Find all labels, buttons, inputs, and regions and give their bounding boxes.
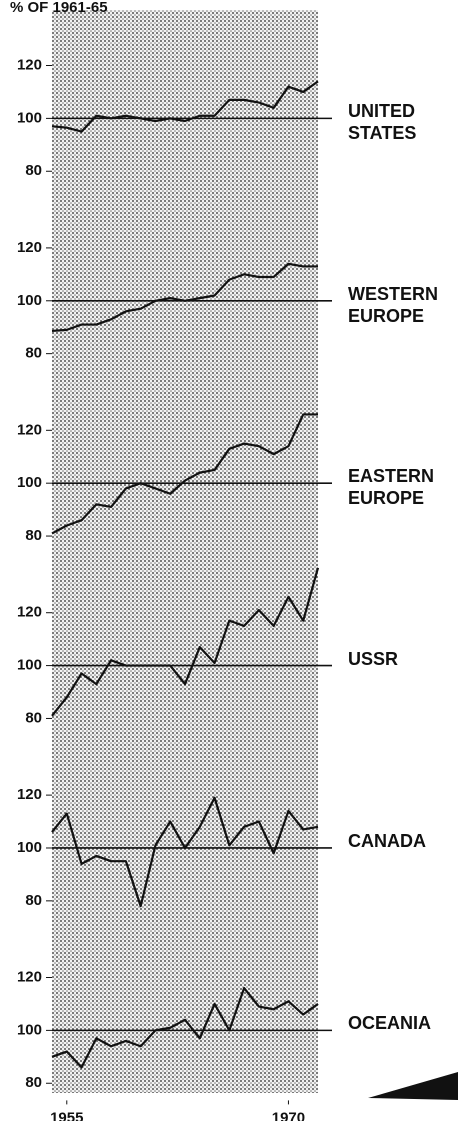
y-tick-label: 100 [17,839,42,856]
y-tick-label: 100 [17,109,42,126]
data-line [51,80,319,133]
y-tick-label: 80 [25,345,42,362]
y-tick-label: 120 [17,421,42,438]
decoration [368,1072,458,1100]
region-label: EASTERN EUROPE [348,466,435,509]
data-line [51,413,318,535]
y-tick-label: 120 [17,239,42,256]
x-tick-label: 1955 [50,1109,83,1121]
y-tick-label: 120 [17,786,42,803]
region-label: WESTERN EUROPE [348,283,438,326]
y-tick-label: 100 [17,657,42,674]
region-label: CANADA [348,830,426,851]
y-tick-label: 120 [17,604,42,621]
y-tick-label: 80 [25,1074,42,1091]
y-tick-label: 80 [25,527,42,544]
y-tick-label: 80 [25,709,42,726]
plot-background [52,10,318,1093]
y-tick-label: 100 [17,1021,42,1038]
data-line [51,262,318,333]
y-axis-label: % OF 1961-65 [10,0,108,16]
y-tick-label: 100 [17,292,42,309]
data-line [51,796,319,908]
y-tick-label: 120 [17,56,42,73]
x-tick-label: 1970 [272,1109,305,1121]
y-tick-label: 120 [17,968,42,985]
region-label: USSR [348,648,399,669]
region-label: OCEANIA [348,1013,432,1034]
y-tick-label: 80 [25,162,42,179]
data-line [51,567,320,717]
y-tick-label: 80 [25,892,42,909]
region-label: UNITED STATES [348,101,417,144]
y-tick-label: 100 [17,474,42,491]
data-line [51,986,319,1069]
